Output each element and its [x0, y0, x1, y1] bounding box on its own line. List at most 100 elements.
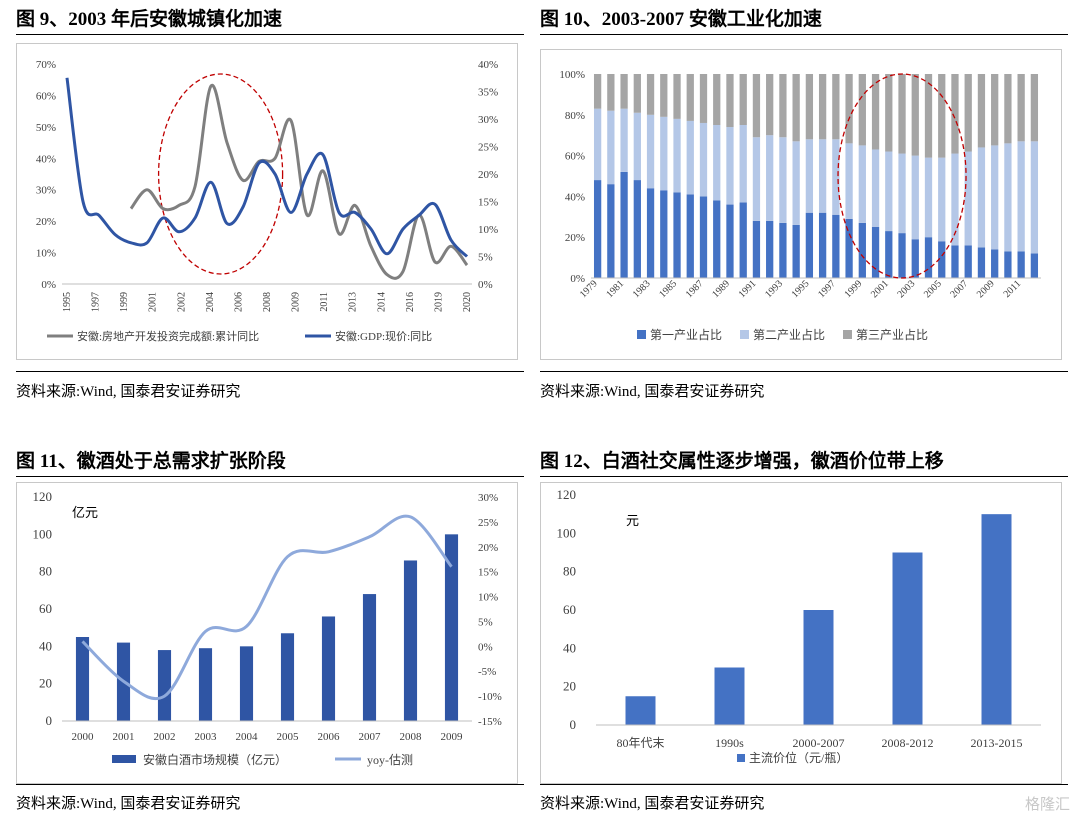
bar-segment-0: [871, 227, 880, 278]
chart-10-panel: 图 10、2003-2007 安徽工业化加速 0% 20% 40% 60% 80% 100…: [540, 0, 1068, 405]
x-tick-label: 2005: [922, 278, 944, 300]
bar-segment-1: [779, 137, 787, 223]
bar-segment-1: [818, 139, 827, 213]
y-left-tick-label: 30%: [36, 185, 56, 197]
legend-label: 安徽白酒市场规模（亿元）: [143, 752, 287, 767]
x-tick-label: 2003: [895, 278, 917, 300]
y-left-tick-label: 80: [39, 564, 52, 579]
x-tick-label: 1985: [657, 278, 679, 300]
y-right-tick-label: 5%: [478, 616, 493, 628]
x-tick-label: 1990s: [715, 736, 744, 750]
highlight-ellipse: [157, 73, 284, 275]
x-tick-label: 2007: [948, 278, 970, 300]
bar-segment-0: [686, 194, 694, 278]
title-rule: [16, 476, 524, 477]
y-right-tick-label: 15%: [478, 197, 498, 209]
x-tick-label: 2009: [441, 731, 464, 743]
x-tick-label: 2007: [359, 731, 382, 743]
bar-segment-2: [1017, 74, 1025, 142]
y-tick-label: 0: [570, 717, 577, 732]
x-tick-label: 2001: [148, 292, 159, 312]
bar: [892, 552, 923, 725]
bar-segment-2: [633, 74, 641, 113]
y-tick-label: 100: [557, 525, 577, 540]
bar-segment-2: [1030, 74, 1039, 142]
bar-segment-0: [726, 204, 734, 278]
unit-label: 亿元: [72, 505, 98, 520]
legend-label: 第一产业占比: [650, 327, 722, 342]
y-left-tick-label: 70%: [36, 59, 56, 71]
bar-segment-0: [779, 222, 787, 278]
bar-segment-2: [871, 74, 880, 150]
bar-segment-1: [620, 108, 628, 172]
title-rule: [540, 476, 1068, 477]
bar-segment-1: [660, 116, 668, 191]
x-tick-label: 80年代末: [616, 736, 664, 750]
bar-segment-0: [660, 190, 668, 278]
bar-segment-0: [951, 245, 959, 278]
bar-segment-2: [713, 74, 721, 125]
bar-segment-1: [898, 153, 906, 234]
chart-12-svg: 0 20 40 60 80 100 120 元 80年代末 1990s 2000-2007 2008-…: [557, 487, 1041, 765]
chart-source: 资料来源:Wind, 国泰君安证券研究: [16, 796, 241, 812]
legend-swatch: [737, 754, 745, 762]
bar-segment-0: [818, 212, 827, 278]
bar-segment-2: [646, 74, 655, 115]
y-tick-label: 60%: [565, 151, 585, 163]
bar-segment-0: [713, 200, 721, 278]
y-left-tick-label: 60: [39, 601, 52, 616]
bar-segment-2: [686, 74, 694, 121]
bar-segment-0: [593, 180, 602, 278]
x-tick-label: 1991: [737, 278, 759, 300]
bar-segment-1: [885, 151, 893, 232]
bar: [625, 696, 656, 725]
bar-segment-0: [991, 249, 999, 278]
y-right-tick-label: -5%: [478, 666, 496, 678]
bar-segment-2: [845, 74, 853, 144]
bar-segment-0: [924, 237, 933, 278]
bar: [75, 637, 90, 721]
x-tick-label: 1997: [91, 292, 102, 312]
bar-segment-0: [858, 222, 866, 278]
x-tick-label: 2000: [72, 731, 95, 743]
x-tick-label: 2006: [233, 292, 244, 312]
y-right-tick-label: 30%: [478, 114, 498, 126]
bar-segment-1: [911, 155, 919, 240]
source-rule: [16, 371, 524, 372]
source-rule: [540, 371, 1068, 372]
y-tick-label: 120: [557, 487, 577, 502]
bar-segment-2: [699, 74, 708, 123]
y-right-tick-label: 25%: [478, 517, 498, 529]
chart-frame: 0% 20% 40% 60% 80% 100% 1979 1981 1983 1985 1987 19…: [540, 49, 1062, 360]
bar-segment-0: [699, 196, 708, 278]
bar-segment-1: [673, 118, 681, 193]
bar-segment-2: [792, 74, 800, 142]
bar-segment-0: [620, 171, 628, 278]
x-tick-label: 2014: [376, 292, 387, 312]
bar-segment-0: [832, 214, 840, 278]
y-left-tick-label: 0%: [41, 279, 56, 291]
y-left-tick-label: 50%: [36, 122, 56, 134]
bar-segment-2: [991, 74, 999, 146]
source-rule: [16, 784, 524, 785]
y-left-tick-label: 40%: [36, 153, 56, 165]
source-rule: [540, 784, 1068, 785]
bar-segment-2: [911, 74, 919, 156]
chart-11-panel: 图 11、徽酒处于总需求扩张阶段 0 20 40 60 80 100 120 -15% -10%…: [16, 440, 524, 820]
bar-segment-0: [938, 241, 946, 278]
y-tick-label: 20: [563, 679, 576, 694]
y-right-tick-label: -15%: [478, 716, 502, 728]
bar-segment-1: [845, 143, 853, 219]
bar-segment-2: [964, 74, 972, 152]
x-tick-label: 2002: [154, 731, 176, 743]
bar-segment-0: [845, 218, 853, 278]
x-tick-label: 2008-2012: [882, 736, 934, 750]
y-right-tick-label: 30%: [478, 492, 498, 504]
chart-12-panel: 图 12、白酒社交属性逐步增强，徽酒价位带上移 0 20 40 60 80 100 120 元…: [540, 440, 1068, 820]
bar-segment-1: [726, 127, 734, 205]
x-tick-label: 2013: [348, 292, 359, 312]
bar-segment-2: [739, 74, 747, 125]
series-line-0: [129, 84, 469, 280]
x-tick-label: 2011: [1002, 278, 1024, 300]
y-right-tick-label: -10%: [478, 691, 502, 703]
